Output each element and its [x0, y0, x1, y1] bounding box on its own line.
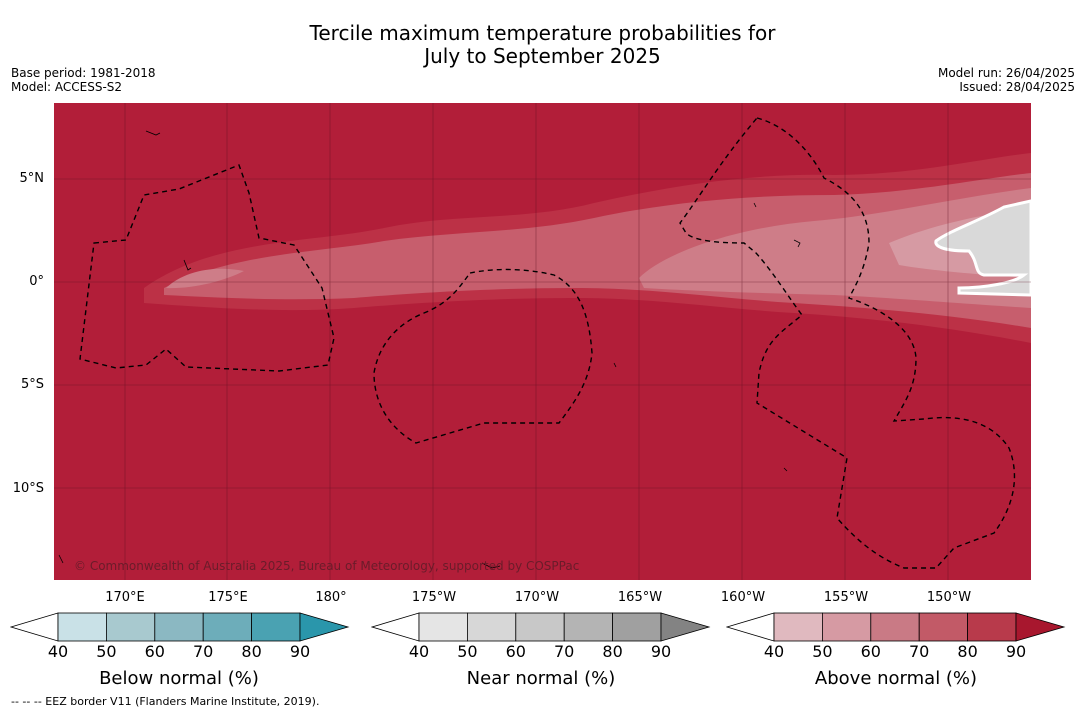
model-name: Model: ACCESS-S2 — [11, 80, 123, 94]
lon-label-175e: 175°E — [208, 590, 248, 605]
map-title: Tercile maximum temperature probabilitie… — [0, 22, 1085, 68]
graticule — [54, 103, 1031, 580]
colorbar-max-extension — [299, 612, 350, 642]
lon-label-170w: 170°W — [514, 590, 560, 605]
colorbar-below-normal — [10, 612, 350, 642]
colorbar-tick-label: 70 — [554, 642, 575, 661]
lon-label-150w: 150°W — [926, 590, 972, 605]
lat-label-10s: 10°S — [12, 481, 44, 496]
colorbar-tick-label: 50 — [96, 642, 117, 661]
eez-kiribati-gilbert — [79, 164, 335, 372]
colorbar-segment — [967, 612, 1017, 642]
colorbar-tick-label: 90 — [289, 642, 311, 661]
base-period: Base period: 1981-2018 — [11, 66, 156, 80]
eez-line-islands — [679, 117, 1016, 569]
colorbar-tick-label: 80 — [602, 642, 623, 661]
colorbar-near-normal — [371, 612, 711, 642]
colorbar-max-extension — [1015, 612, 1066, 642]
colorbar-title-below: Below normal (%) — [99, 668, 259, 689]
colorbar-segment — [106, 612, 156, 642]
lon-label-160w: 160°W — [720, 590, 766, 605]
band-near-50 — [934, 199, 1031, 297]
colorbar-segment — [467, 612, 517, 642]
colorbar-tick-label: 60 — [505, 642, 526, 661]
lat-label-5n: 5°N — [19, 171, 45, 186]
colorbar-segment — [251, 612, 301, 642]
colorbar-tick-label: 70 — [909, 642, 930, 661]
colorbar-title-near: Near normal (%) — [466, 668, 616, 689]
colorbar-tick-label: 50 — [812, 642, 833, 661]
colorbar-segment — [202, 612, 252, 642]
colorbar-segment — [515, 612, 565, 642]
colorbar-min-extension — [726, 612, 775, 642]
map-copyright: © Commonwealth of Australia 2025, Bureau… — [74, 559, 579, 573]
meta-left: Base period: 1981-2018 Model: ACCESS-S2 — [11, 66, 156, 94]
meta-right: Model run: 26/04/2025 Issued: 28/04/2025 — [938, 66, 1075, 94]
colorbar-min-extension — [371, 612, 420, 642]
colorbar-tick-label: 50 — [457, 642, 478, 661]
colorbar-segment — [773, 612, 823, 642]
colorbar-tick-label: 90 — [650, 642, 672, 661]
colorbar-segment — [418, 612, 468, 642]
eez-tokelau-phoenix — [373, 268, 593, 444]
colorbar-min-extension — [10, 612, 59, 642]
colorbar-tick-label: 60 — [144, 642, 165, 661]
colorbar-segment — [870, 612, 920, 642]
colorbar-segment — [57, 612, 107, 642]
lat-label-5s: 5°S — [20, 377, 44, 392]
colorbar-tick-label: 40 — [763, 642, 785, 661]
colorbar-segment — [154, 612, 204, 642]
lon-label-175w: 175°W — [411, 590, 457, 605]
band-above-60-west — [166, 268, 244, 289]
colorbar-tick-label: 40 — [408, 642, 430, 661]
colorbar-max-extension — [660, 612, 711, 642]
colorbar-tick-label: 90 — [1005, 642, 1027, 661]
island-markers — [58, 130, 801, 569]
lon-label-180: 180° — [315, 590, 347, 605]
model-run-date: Model run: 26/04/2025 — [937, 66, 1075, 80]
colorbar-tick-label: 80 — [241, 642, 262, 661]
colorbar-segment — [918, 612, 968, 642]
issued-date: Issued: 28/04/2025 — [959, 80, 1075, 94]
colorbar-tick-label: 70 — [193, 642, 214, 661]
colorbar-tick-label: 80 — [957, 642, 978, 661]
lat-label-0: 0° — [29, 274, 44, 289]
lon-label-155w: 155°W — [823, 590, 869, 605]
colorbar-title-above: Above normal (%) — [814, 668, 978, 689]
colorbar-segment — [563, 612, 613, 642]
colorbar-segment — [822, 612, 872, 642]
colorbar-segment — [612, 612, 662, 642]
eez-footnote: -- -- -- EEZ border V11 (Flanders Marine… — [11, 695, 320, 708]
eez-borders — [79, 117, 1016, 569]
title-line-2: July to September 2025 — [424, 44, 661, 68]
title-line-1: Tercile maximum temperature probabilitie… — [309, 21, 776, 45]
colorbar-tick-label: 60 — [860, 642, 881, 661]
forecast-map: © Commonwealth of Australia 2025, Bureau… — [54, 103, 1031, 580]
lon-label-170e: 170°E — [105, 590, 145, 605]
colorbar-above-normal — [726, 612, 1066, 642]
lon-label-165w: 165°W — [617, 590, 663, 605]
band-above-60 — [639, 188, 1031, 308]
colorbar-tick-label: 40 — [47, 642, 69, 661]
